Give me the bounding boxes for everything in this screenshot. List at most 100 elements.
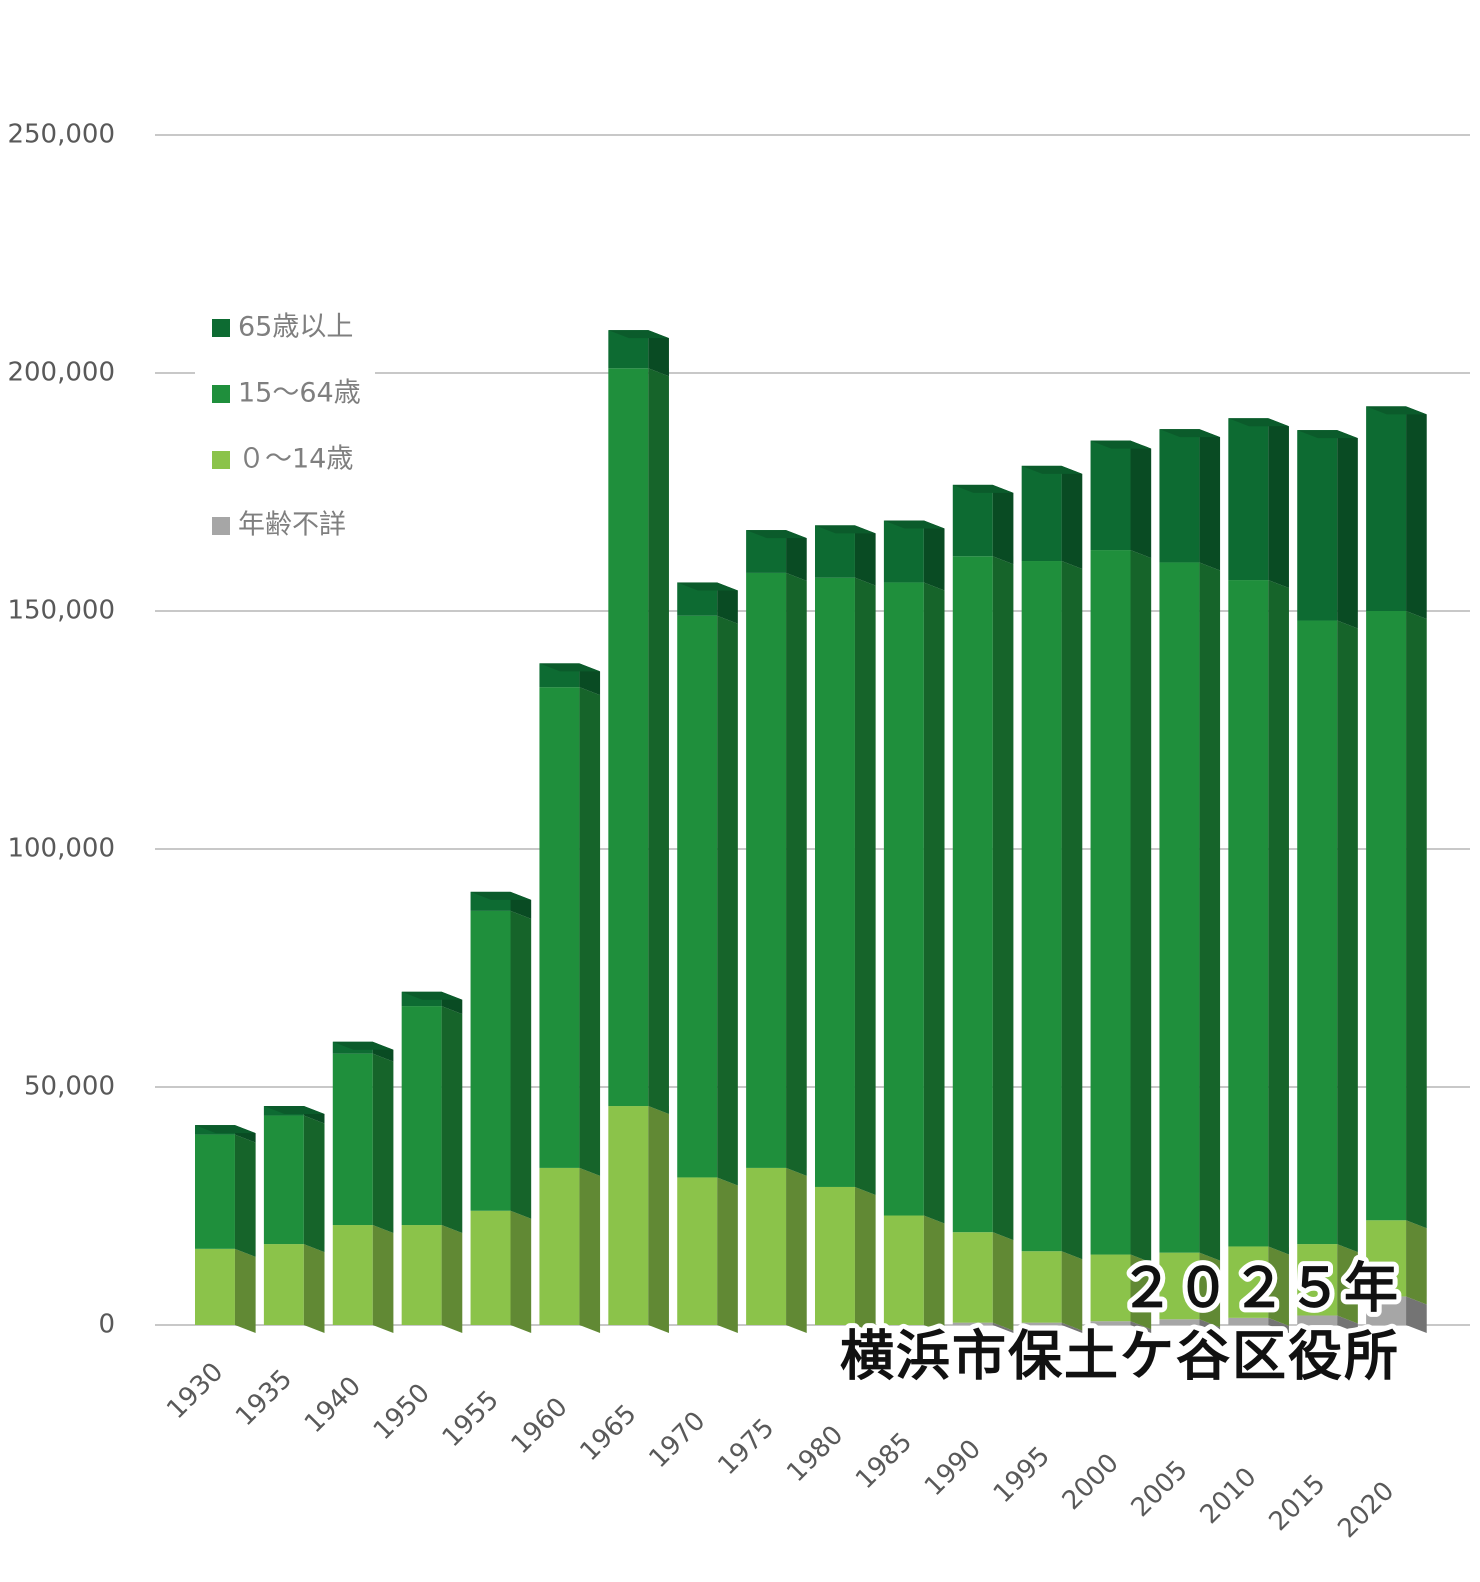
bar-side bbox=[372, 1053, 394, 1234]
bar-top bbox=[1021, 465, 1083, 474]
legend-swatch bbox=[212, 517, 230, 535]
y-tick-label: 150,000 bbox=[7, 596, 115, 626]
bar-side bbox=[1199, 429, 1221, 571]
bar-side bbox=[1406, 611, 1427, 1229]
bar-segment bbox=[883, 1215, 924, 1325]
bar-side bbox=[1199, 1252, 1221, 1328]
x-tick-label: 1995 bbox=[988, 1441, 1056, 1509]
bar-side bbox=[923, 520, 945, 591]
bar-segment bbox=[195, 1248, 235, 1325]
x-tick-label: 1955 bbox=[437, 1385, 505, 1453]
x-tick-label: 1975 bbox=[712, 1413, 780, 1481]
bar-side bbox=[1268, 580, 1289, 1255]
bar-segment bbox=[1021, 561, 1062, 1252]
bar-side bbox=[1337, 620, 1358, 1253]
bar-top bbox=[677, 582, 738, 591]
bar-side bbox=[1337, 1244, 1358, 1324]
watermark: ２０２５年 bbox=[1120, 1257, 1400, 1320]
y-tick-label: 100,000 bbox=[7, 834, 115, 864]
bar-segment bbox=[1297, 1244, 1338, 1316]
bar-side bbox=[648, 330, 669, 377]
bar-segment bbox=[1159, 562, 1200, 1253]
bar-top bbox=[195, 1125, 256, 1134]
bar-side bbox=[1268, 418, 1289, 589]
bar-side bbox=[303, 1244, 325, 1333]
bar-segment bbox=[746, 572, 787, 1168]
bar-side bbox=[1061, 561, 1083, 1260]
bar-side bbox=[234, 1248, 256, 1333]
y-tick-label: 0 bbox=[98, 1310, 115, 1340]
bar-top bbox=[1159, 429, 1221, 438]
legend-swatch bbox=[212, 319, 230, 337]
watermark: 横浜市保土ケ谷区役所 bbox=[840, 1325, 1400, 1388]
x-tick-label: 1990 bbox=[919, 1434, 987, 1502]
bar-segment bbox=[1021, 465, 1062, 562]
bar-side bbox=[648, 368, 669, 1115]
bar-side bbox=[717, 615, 738, 1186]
bar-segment bbox=[883, 582, 924, 1216]
x-tick-label: 1935 bbox=[230, 1364, 298, 1432]
x-tick-label: 1970 bbox=[643, 1406, 711, 1474]
bar-segment bbox=[1228, 418, 1269, 581]
bar-segment bbox=[1090, 1254, 1131, 1322]
bar-top bbox=[401, 991, 463, 1000]
bar-side bbox=[786, 1167, 807, 1333]
x-tick-label: 1980 bbox=[781, 1420, 849, 1488]
x-tick-label: 2020 bbox=[1332, 1476, 1400, 1544]
bar-side bbox=[923, 582, 945, 1224]
bar-segment bbox=[952, 1322, 993, 1325]
bar-side bbox=[510, 1210, 532, 1333]
bar-segment bbox=[332, 1225, 373, 1325]
bar-top bbox=[1366, 406, 1427, 415]
legend-swatch bbox=[212, 385, 230, 403]
x-tick-label: 2000 bbox=[1057, 1448, 1125, 1516]
bar-segment bbox=[195, 1134, 235, 1249]
bar-side bbox=[579, 1167, 601, 1333]
bar-segment bbox=[608, 368, 649, 1107]
bar-side bbox=[303, 1115, 325, 1253]
bar-segment bbox=[1021, 1322, 1062, 1325]
bar-segment bbox=[952, 1232, 993, 1323]
legend-label: 15～64歳 bbox=[238, 378, 361, 409]
bar-top bbox=[1228, 418, 1289, 427]
x-tick-label: 2015 bbox=[1263, 1469, 1331, 1537]
bar-segment bbox=[1297, 620, 1338, 1245]
bar-side bbox=[1130, 1321, 1152, 1333]
bar-segment bbox=[952, 484, 993, 557]
bar-side bbox=[1268, 1246, 1289, 1326]
bar-side bbox=[441, 1225, 463, 1333]
bar-side bbox=[1337, 430, 1358, 629]
bar-segment bbox=[677, 615, 718, 1178]
legend-box bbox=[195, 300, 375, 560]
y-tick-label: 200,000 bbox=[7, 358, 115, 388]
bar-segment bbox=[1159, 1319, 1200, 1325]
bar-segment bbox=[470, 1210, 511, 1325]
bar-side bbox=[992, 1322, 1014, 1333]
bar-segment bbox=[539, 1167, 580, 1325]
bar-segment bbox=[1297, 1315, 1338, 1325]
x-tick-label: 1940 bbox=[299, 1371, 367, 1439]
bar-segment bbox=[815, 1186, 855, 1325]
bar-segment bbox=[1090, 550, 1131, 1255]
bar-side bbox=[992, 484, 1014, 565]
bar-side bbox=[1130, 440, 1152, 559]
bar-top bbox=[883, 520, 945, 529]
bar-top bbox=[470, 891, 532, 900]
bar-side bbox=[992, 1232, 1014, 1331]
bar-top bbox=[263, 1106, 325, 1115]
bar-side bbox=[854, 525, 876, 586]
bar-segment bbox=[883, 520, 924, 583]
y-tick-label: 250,000 bbox=[7, 120, 115, 150]
bar-top bbox=[1297, 430, 1358, 439]
bar-side bbox=[1268, 1317, 1289, 1333]
bar-side bbox=[234, 1134, 256, 1257]
bar-top bbox=[746, 530, 807, 539]
bar-side bbox=[992, 556, 1014, 1241]
bar-side bbox=[648, 1106, 669, 1333]
bar-segment bbox=[401, 1225, 442, 1325]
bar-side bbox=[1061, 1322, 1083, 1333]
bar-side bbox=[1061, 1251, 1083, 1331]
legend-label: ０～14歳 bbox=[238, 444, 353, 475]
